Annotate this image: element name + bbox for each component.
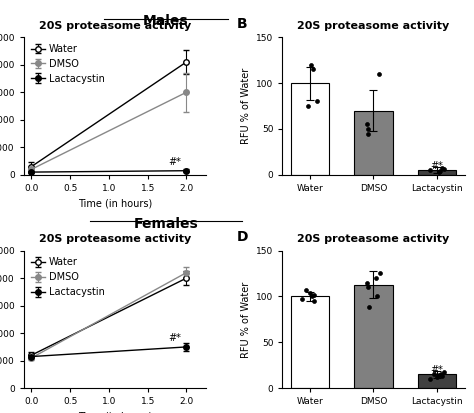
Point: [435, 372, 443, 379]
Title: 20S proteasome activity: 20S proteasome activity: [39, 21, 191, 31]
Point: [376, 270, 384, 277]
Point: [438, 165, 446, 172]
Point: [310, 66, 317, 73]
Point: [299, 296, 306, 302]
Point: [365, 130, 372, 137]
Text: B: B: [237, 17, 247, 31]
Point: [308, 62, 315, 68]
Y-axis label: RFU % of Water: RFU % of Water: [240, 281, 251, 358]
Legend: Water, DMSO, Lactacystin: Water, DMSO, Lactacystin: [28, 255, 107, 299]
Text: Females: Females: [134, 217, 198, 231]
Point: [440, 166, 448, 173]
Point: [313, 98, 320, 105]
Text: #*: #*: [431, 161, 444, 171]
Point: [434, 374, 441, 380]
Point: [438, 373, 446, 380]
Y-axis label: RFU % of Water: RFU % of Water: [240, 68, 251, 144]
Bar: [418, 375, 456, 388]
Point: [364, 279, 371, 286]
Bar: [291, 297, 329, 388]
Point: [302, 287, 310, 293]
Point: [363, 121, 371, 128]
Title: 20S proteasome activity: 20S proteasome activity: [297, 21, 449, 31]
Point: [375, 71, 383, 77]
Point: [304, 103, 311, 109]
Text: #*: #*: [168, 157, 181, 167]
Text: Males: Males: [143, 14, 189, 28]
Point: [365, 304, 373, 311]
Point: [435, 169, 442, 176]
Point: [310, 298, 318, 304]
Point: [365, 126, 372, 132]
X-axis label: Time (in hours): Time (in hours): [78, 412, 152, 413]
Point: [426, 376, 433, 382]
Point: [373, 275, 380, 281]
Text: #*: #*: [168, 333, 181, 343]
Point: [440, 368, 447, 375]
Title: 20S proteasome activity: 20S proteasome activity: [297, 234, 449, 244]
Legend: Water, DMSO, Lactacystin: Water, DMSO, Lactacystin: [28, 42, 107, 85]
Point: [310, 291, 318, 298]
Bar: [291, 83, 329, 175]
Point: [437, 168, 444, 174]
Point: [374, 293, 381, 300]
Point: [437, 371, 444, 378]
Bar: [418, 170, 456, 175]
Title: 20S proteasome activity: 20S proteasome activity: [39, 234, 191, 244]
Point: [426, 167, 434, 173]
Point: [308, 293, 316, 300]
Point: [430, 370, 438, 377]
Point: [365, 284, 372, 291]
Bar: [355, 111, 392, 175]
X-axis label: Time (in hours): Time (in hours): [78, 198, 152, 209]
Bar: [355, 285, 392, 388]
Text: D: D: [237, 230, 248, 244]
Text: #*: #*: [431, 365, 444, 375]
Point: [306, 290, 313, 296]
